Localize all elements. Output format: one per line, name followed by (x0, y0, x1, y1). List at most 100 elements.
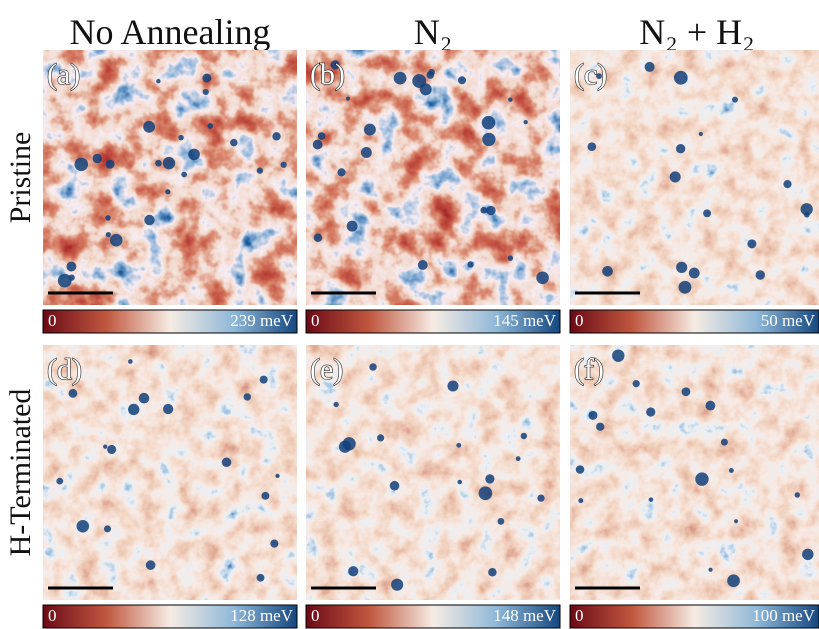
spot (734, 519, 738, 523)
spot (394, 72, 407, 85)
spot (222, 457, 232, 467)
spot (333, 402, 338, 407)
spot (479, 486, 493, 500)
spot (318, 132, 326, 140)
spot (244, 393, 251, 400)
colorbar-max: 239 meV (230, 311, 294, 330)
colorbar-min: 0 (48, 606, 57, 625)
colorbar-max: 100 meV (752, 606, 816, 625)
spot (313, 140, 323, 150)
spot (68, 389, 77, 398)
spot (390, 481, 400, 491)
spot (482, 133, 495, 146)
spot (708, 568, 712, 572)
spot (144, 215, 154, 225)
spot (77, 520, 90, 533)
spot (508, 255, 513, 260)
spot (732, 97, 738, 103)
spot (270, 540, 278, 548)
spot (143, 121, 155, 133)
spot (516, 456, 521, 461)
spot (163, 157, 175, 169)
spot (588, 142, 597, 151)
spot (589, 411, 598, 420)
spot (128, 404, 139, 415)
colorbar-min: 0 (48, 311, 57, 330)
spot (705, 401, 715, 411)
spot (163, 404, 173, 414)
spot (56, 478, 63, 485)
spot (537, 494, 544, 501)
spot (272, 132, 280, 140)
panel-label: (e) (310, 353, 343, 386)
spot (280, 162, 286, 168)
spot (486, 206, 496, 216)
spot (105, 215, 111, 221)
column-title: N₂ + H₂ (639, 12, 754, 52)
spot (729, 468, 734, 473)
panel-label: (d) (47, 353, 82, 386)
spot (178, 135, 184, 141)
spot (695, 472, 708, 485)
panel-label: (c) (574, 58, 607, 91)
spot (391, 579, 403, 591)
spot (275, 474, 279, 478)
spot (485, 474, 494, 483)
column-title: No Annealing (70, 12, 271, 52)
spot (156, 79, 160, 83)
panel: (f)0100 meV (570, 345, 819, 628)
spot (155, 160, 162, 167)
spot (104, 525, 111, 532)
spot (578, 498, 583, 503)
panel-label: (a) (47, 58, 80, 91)
spot (674, 71, 688, 85)
spot (377, 434, 384, 441)
spot (458, 76, 466, 84)
spot (68, 274, 74, 280)
column-title: N₂ (414, 12, 453, 52)
row-label: H-Terminated (4, 389, 37, 557)
spot (181, 172, 187, 178)
spot (482, 116, 496, 130)
panel-label: (b) (310, 58, 345, 91)
spot (676, 144, 685, 153)
spot (795, 492, 800, 497)
spot (369, 363, 377, 371)
spot (106, 232, 111, 237)
spot (649, 497, 654, 502)
spot (260, 376, 268, 384)
spot (498, 518, 505, 525)
spot (66, 262, 76, 272)
spot (699, 132, 703, 136)
spot (456, 443, 461, 448)
spot (633, 380, 640, 387)
colorbar-min: 0 (575, 311, 584, 330)
colorbar-max: 50 meV (761, 311, 816, 330)
spot (426, 71, 434, 79)
spot (364, 124, 376, 136)
spot (596, 423, 604, 431)
map-image (43, 50, 297, 305)
spot (703, 209, 711, 217)
spot (337, 168, 345, 176)
spot (261, 492, 269, 500)
spot (457, 480, 462, 485)
spot (93, 154, 103, 164)
spot (418, 260, 428, 270)
spot (447, 380, 458, 391)
spot (343, 437, 356, 450)
figure: No Annealing N₂ N₂ + H₂ Pristine H-Terminate… (0, 0, 819, 629)
spot (207, 123, 213, 129)
colorbar-min: 0 (311, 606, 320, 625)
spot (230, 139, 238, 147)
row-label: Pristine (4, 132, 37, 224)
spot (524, 120, 528, 124)
spot (257, 167, 263, 173)
spot (107, 445, 116, 454)
spot (670, 171, 681, 182)
spot (756, 270, 765, 279)
spot (202, 74, 211, 83)
colorbar-min: 0 (575, 606, 584, 625)
spot (682, 387, 691, 396)
